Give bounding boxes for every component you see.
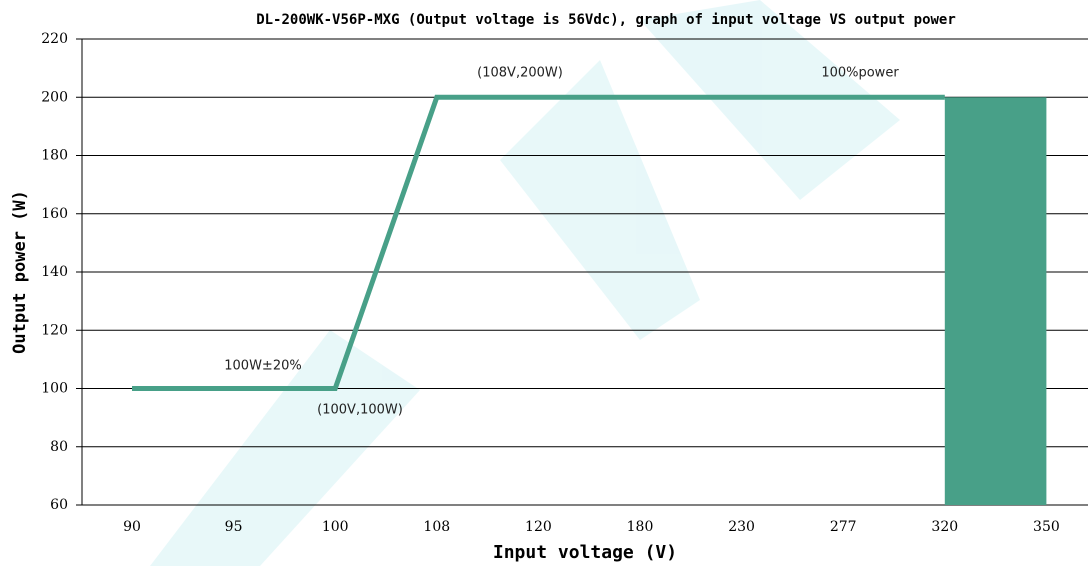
x-tick-label: 350 (1033, 519, 1060, 535)
y-tick-label: 220 (41, 31, 68, 47)
y-tick-label: 140 (41, 264, 68, 280)
x-tick-label: 230 (728, 519, 755, 535)
x-tick-label: 120 (525, 519, 552, 535)
annotation: 100W±20% (224, 359, 301, 374)
x-tick-label: 277 (830, 519, 857, 535)
annotation: (100V,100W) (317, 403, 403, 418)
x-tick-label: 95 (225, 519, 243, 535)
y-tick-label: 200 (41, 89, 68, 105)
line (132, 94, 945, 391)
x-tick-label: 90 (123, 519, 141, 535)
x-tick-label: 108 (423, 519, 450, 535)
y-tick-label: 180 (41, 148, 68, 164)
x-tick-label: 180 (627, 519, 654, 535)
y-tick-label: 100 (41, 381, 68, 397)
y-axis-label: Output power (W) (10, 190, 30, 354)
y-tick-label: 60 (50, 497, 68, 513)
y-tick-label: 160 (41, 206, 68, 222)
x-axis-label: Input voltage (V) (493, 542, 677, 563)
y-tick-label: 120 (41, 322, 68, 338)
annotation: (108V,200W) (477, 66, 563, 81)
area (944, 97, 1047, 505)
annotation: 100%power (821, 66, 899, 81)
x-tick-label: 100 (322, 519, 349, 535)
y-tick-label: 80 (50, 439, 68, 455)
x-tick-label: 320 (931, 519, 958, 535)
chart-title: DL-200WK-V56P-MXG (Output voltage is 56V… (256, 12, 956, 28)
